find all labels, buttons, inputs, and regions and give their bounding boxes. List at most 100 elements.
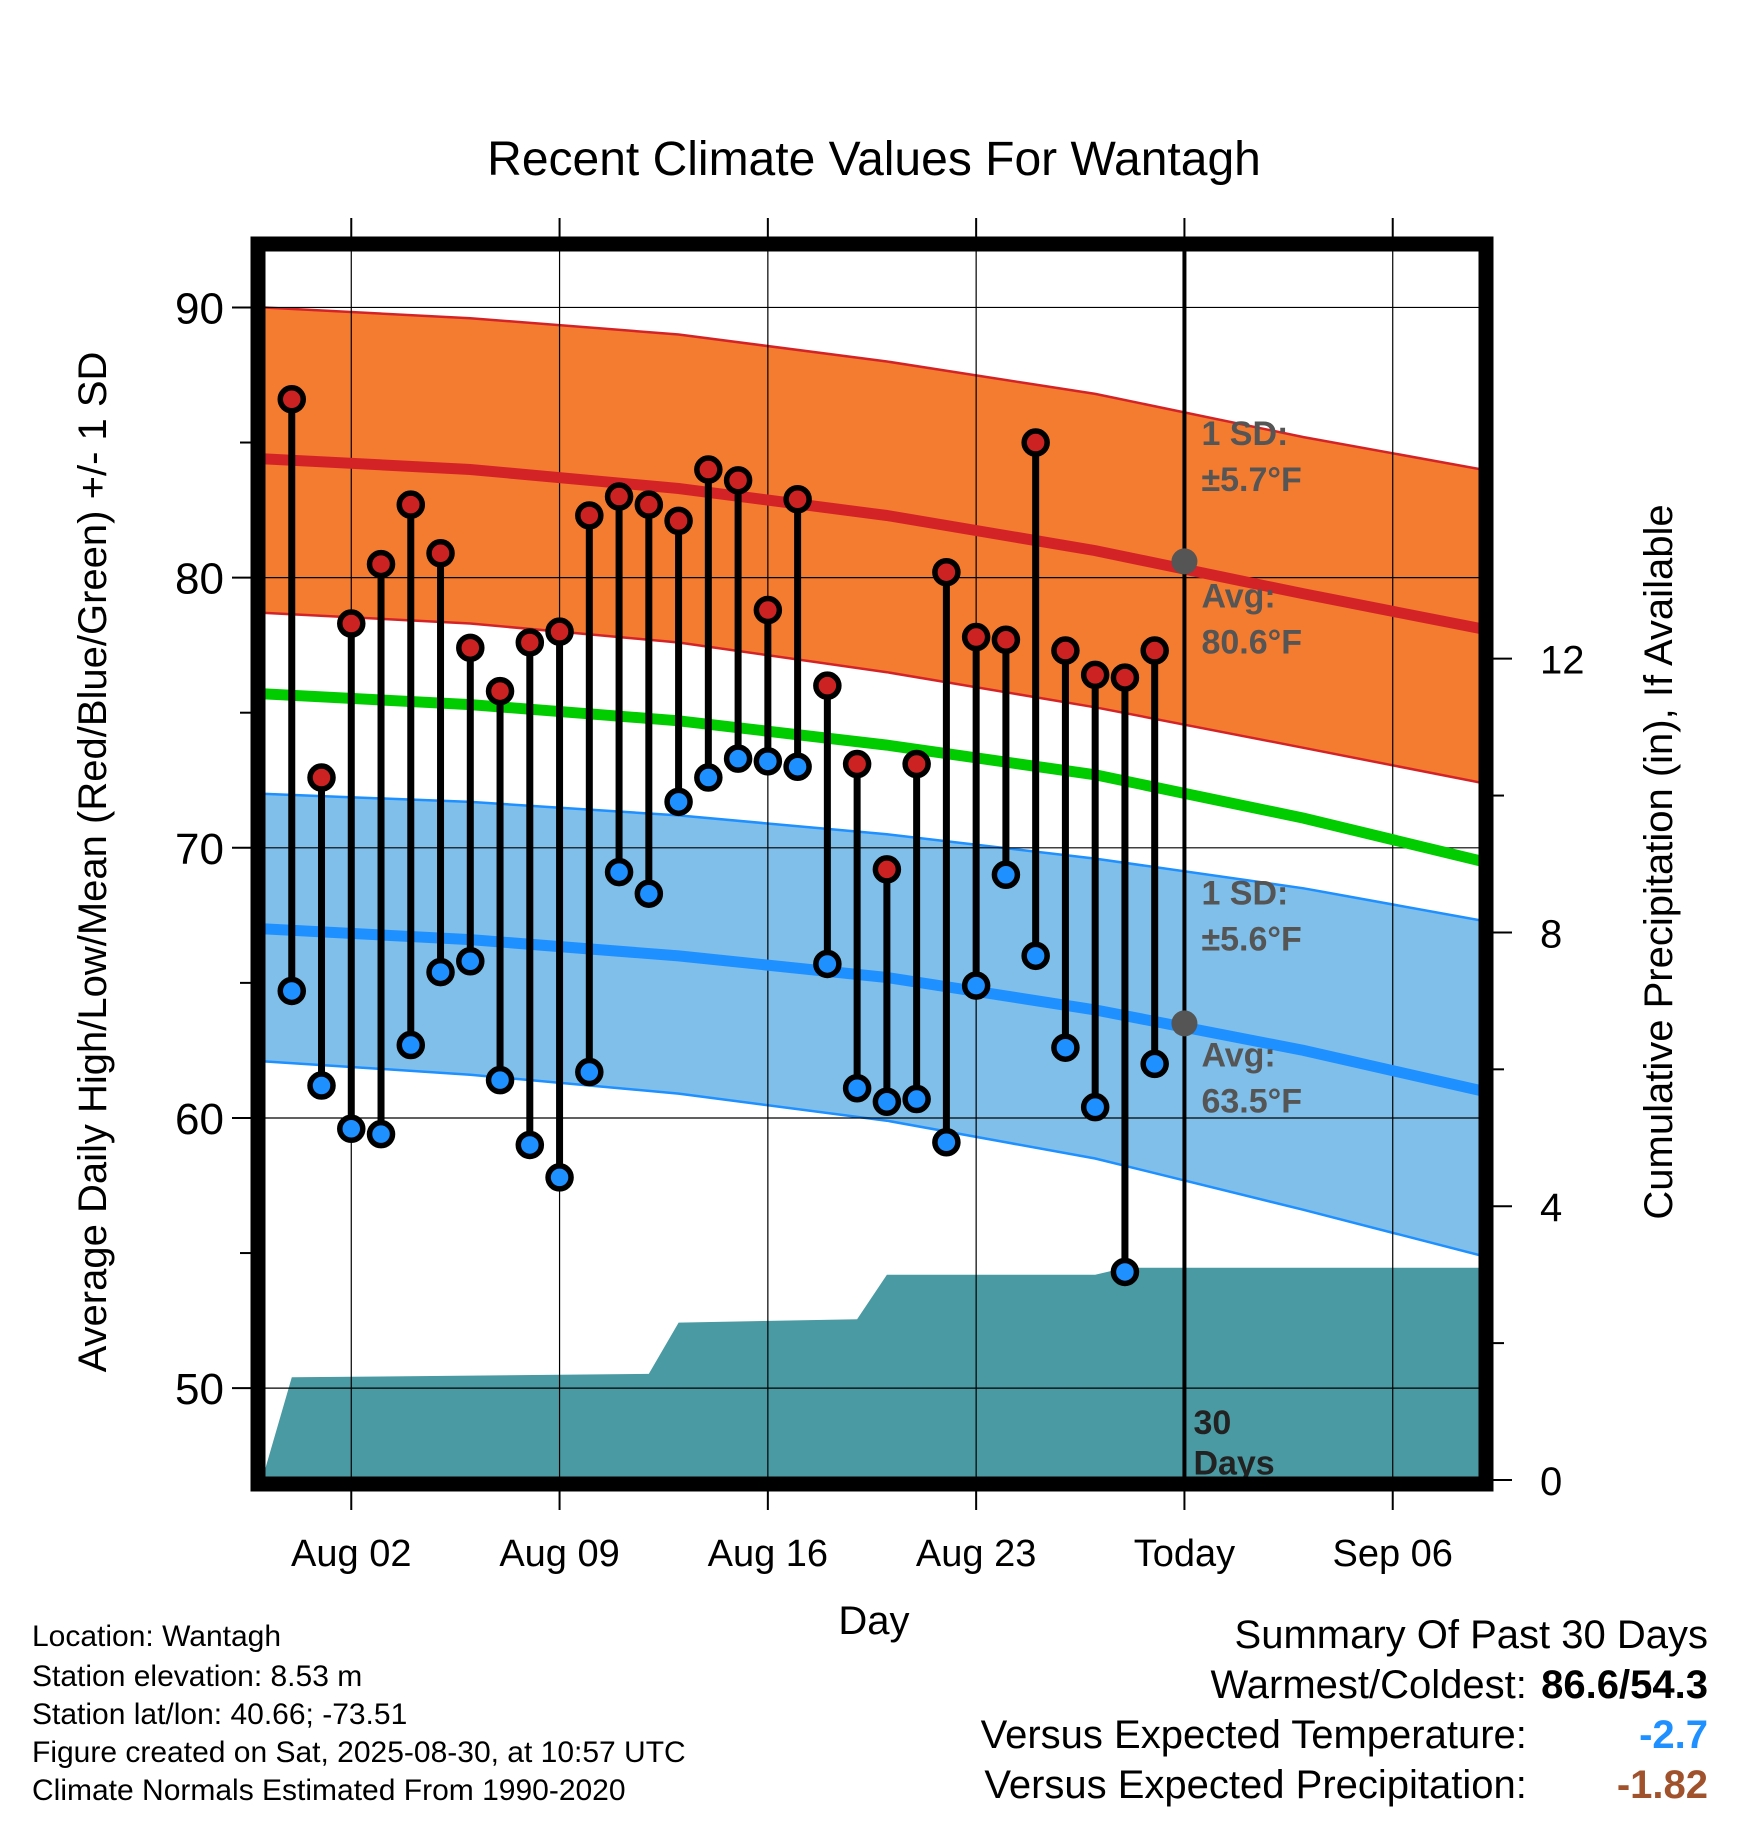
summary-precip-label: Versus Expected Precipitation: (984, 1763, 1527, 1807)
x-tick-label: Aug 09 (499, 1533, 619, 1575)
y2-tick-label: 8 (1540, 912, 1562, 956)
observed-low-point (337, 1114, 366, 1144)
y-tick-label: 80 (175, 555, 224, 604)
observed-high-point (1021, 428, 1050, 457)
observed-high-point (456, 633, 485, 663)
today-low-avg-marker (1171, 1010, 1198, 1037)
summary-panel: Summary Of Past 30 Days Warmest/Coldest:… (981, 1610, 1708, 1810)
info-normals: Climate Normals Estimated From 1990-2020 (32, 1774, 626, 1807)
observed-high-point (813, 671, 842, 700)
y-tick-label: 50 (175, 1365, 224, 1414)
observed-high-point (396, 490, 426, 519)
observed-high-point (723, 466, 753, 495)
observed-low-point (753, 747, 783, 776)
x-tick-label: Today (1134, 1533, 1235, 1575)
high-avg-value: 80.6°F (1201, 623, 1302, 661)
observed-high-point (545, 617, 574, 646)
observed-high-point (337, 609, 366, 638)
observed-low-point (1110, 1257, 1140, 1287)
summary-precip-row: Versus Expected Precipitation: -1.82 (981, 1760, 1708, 1810)
normal-high-band (262, 307, 1482, 783)
observed-high-point (842, 749, 872, 779)
observed-high-point (634, 490, 664, 519)
observed-low-point (1051, 1033, 1080, 1062)
normal-low-band (262, 793, 1482, 1256)
y-axis-label: Average Daily High/Low/Mean (Red/Blue/Gr… (71, 352, 115, 1373)
observed-low-point (456, 947, 485, 976)
observed-high-point (694, 455, 723, 484)
observed-high-point (1110, 663, 1140, 692)
high-avg-title: Avg: (1201, 577, 1275, 615)
normal-high-mean-line (262, 453, 1482, 635)
observed-low-point (664, 787, 693, 817)
summary-warmest-label: Warmest/Coldest: (1210, 1663, 1527, 1707)
observed-high-point (277, 385, 307, 414)
summary-title: Summary Of Past 30 Days (1234, 1613, 1708, 1657)
info-elevation: Station elevation: 8.53 m (32, 1660, 363, 1693)
low-sd-title: 1 SD: (1201, 875, 1288, 913)
info-location: Location: Wantagh (32, 1620, 282, 1653)
observed-high-point (932, 557, 961, 587)
y-tick-label: 60 (175, 1095, 224, 1144)
observed-low-point (694, 763, 723, 792)
plot-area: 1 SD: ±5.7°F Avg: 80.6°F 1 SD: ±5.6°F Avg: 63.5… (175, 218, 1585, 1575)
observed-low-point (545, 1163, 574, 1192)
y-tick-label: 70 (175, 825, 224, 874)
observed-low-point (604, 857, 634, 887)
plot-inner (262, 248, 1482, 1480)
observed-low-point (634, 879, 664, 908)
observed-low-point (723, 744, 753, 773)
low-avg-title: Avg: (1201, 1037, 1275, 1075)
y2-axis-label: Cumulative Precipitation (in), If Availa… (1637, 504, 1681, 1219)
low-sd-value: ±5.6°F (1201, 920, 1301, 958)
observed-low-point (902, 1084, 931, 1114)
today-days-label-word: Days (1193, 1445, 1274, 1483)
today-high-avg-marker (1171, 548, 1198, 575)
normal-high-upper-line (262, 306, 1482, 471)
y2-tick-label: 12 (1540, 639, 1585, 683)
today-days-label-number: 30 (1193, 1404, 1231, 1442)
observed-high-point (1080, 660, 1110, 690)
observed-high-point (961, 622, 991, 652)
observed-low-point (813, 949, 842, 979)
plot-frame (250, 236, 1494, 1492)
observed-low-point (991, 860, 1021, 890)
summary-warmest-value: 86.6/54.3 (1541, 1663, 1708, 1707)
observed-low-point (842, 1073, 872, 1103)
observed-high-point (485, 676, 515, 706)
observed-high-point (664, 506, 693, 536)
summary-temp-label: Versus Expected Temperature: (980, 1713, 1527, 1757)
observed-low-point (932, 1128, 961, 1157)
summary-precip-value: -1.82 (1616, 1763, 1708, 1807)
observed-high-point (783, 485, 812, 514)
chart-title: Recent Climate Values For Wantagh (487, 133, 1261, 186)
high-sd-title: 1 SD: (1201, 415, 1288, 453)
observed-low-point (961, 971, 991, 1000)
precip-area (262, 1267, 1482, 1480)
y2-tick-label: 0 (1540, 1460, 1562, 1504)
observed-low-point (277, 976, 307, 1006)
info-latlon: Station lat/lon: 40.66; -73.51 (32, 1698, 408, 1731)
high-sd-value: ±5.7°F (1201, 461, 1301, 499)
observed-high-point (575, 501, 604, 530)
observed-high-point (902, 749, 931, 779)
normal-low-lower-line (262, 1059, 1482, 1258)
observed-high-point (515, 628, 545, 657)
observed-low-point (485, 1065, 515, 1095)
observed-low-point (1080, 1092, 1110, 1122)
observed-low-point (1140, 1049, 1169, 1079)
x-tick-label: Aug 23 (916, 1533, 1036, 1575)
summary-temp-value: -2.7 (1639, 1713, 1708, 1757)
observed-low-point (515, 1130, 545, 1160)
low-avg-value: 63.5°F (1201, 1083, 1302, 1121)
observed-low-point (396, 1030, 426, 1060)
observed-high-point (366, 549, 396, 579)
summary-temp-row: Versus Expected Temperature: -2.7 (981, 1710, 1708, 1760)
observed-low-point (872, 1087, 902, 1117)
x-tick-label: Sep 06 (1333, 1533, 1453, 1575)
observed-low-point (1021, 941, 1050, 971)
observed-high-point (604, 482, 634, 511)
normal-high-lower-line (262, 611, 1482, 785)
observed-high-point (426, 539, 455, 568)
